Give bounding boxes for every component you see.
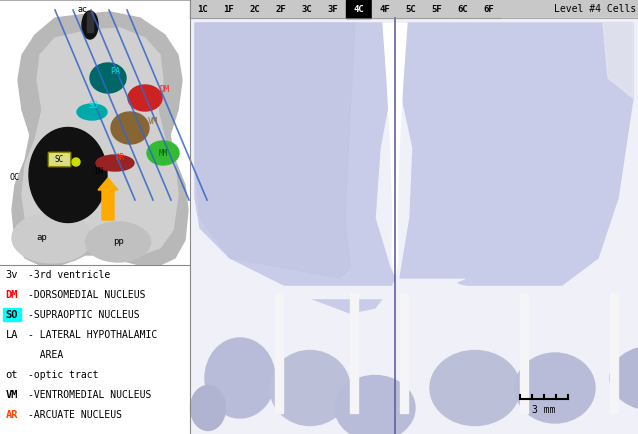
Ellipse shape — [90, 63, 126, 93]
Polygon shape — [195, 23, 355, 278]
Text: VM: VM — [148, 118, 158, 126]
Text: ot: ot — [6, 370, 19, 380]
Text: IN: IN — [93, 168, 103, 177]
Text: MM: MM — [158, 148, 168, 158]
Bar — [372, 0, 397, 18]
Text: 3 mm: 3 mm — [532, 405, 556, 415]
Text: SO: SO — [88, 101, 98, 109]
Bar — [398, 0, 423, 18]
Bar — [400, 293, 408, 413]
Ellipse shape — [191, 385, 225, 431]
Bar — [424, 0, 449, 18]
Bar — [610, 293, 618, 413]
Ellipse shape — [82, 11, 98, 39]
Text: 5C: 5C — [405, 4, 416, 13]
Bar — [190, 18, 638, 434]
Text: 3F: 3F — [327, 4, 338, 13]
Text: 4F: 4F — [379, 4, 390, 13]
Text: LA: LA — [6, 330, 19, 340]
Circle shape — [72, 158, 80, 166]
Bar — [346, 0, 371, 18]
Text: AR: AR — [115, 154, 124, 162]
Text: ac: ac — [77, 6, 87, 14]
Text: 2C: 2C — [249, 4, 260, 13]
Bar — [294, 0, 319, 18]
Text: AR: AR — [6, 410, 19, 420]
Text: 2F: 2F — [275, 4, 286, 13]
Ellipse shape — [610, 345, 638, 411]
Text: 1F: 1F — [223, 4, 234, 13]
FancyArrow shape — [98, 178, 118, 220]
Text: OC: OC — [9, 174, 19, 183]
Ellipse shape — [270, 351, 350, 425]
Ellipse shape — [96, 155, 134, 171]
Text: pp: pp — [113, 237, 123, 247]
Text: -3rd ventricle: -3rd ventricle — [28, 270, 110, 280]
Text: PA: PA — [110, 68, 120, 76]
Text: DM: DM — [6, 290, 19, 300]
Bar — [268, 0, 293, 18]
Text: 6C: 6C — [457, 4, 468, 13]
Text: 4C: 4C — [353, 4, 364, 13]
Text: -SUPRAOPTIC NUCLEUS: -SUPRAOPTIC NUCLEUS — [28, 310, 140, 320]
Bar — [48, 152, 70, 166]
Ellipse shape — [147, 141, 179, 165]
Text: 5F: 5F — [431, 4, 442, 13]
Ellipse shape — [29, 128, 107, 223]
Text: 3v: 3v — [6, 270, 19, 280]
Text: 3C: 3C — [301, 4, 312, 13]
Bar — [0, 0, 190, 265]
Text: -optic tract: -optic tract — [28, 370, 98, 380]
Bar — [87, 12, 93, 32]
Bar — [195, 286, 633, 298]
Text: - LATERAL HYPOTHALAMIC: - LATERAL HYPOTHALAMIC — [28, 330, 157, 340]
Polygon shape — [603, 23, 633, 98]
Text: -ARCUATE NUCLEUS: -ARCUATE NUCLEUS — [28, 410, 122, 420]
Ellipse shape — [205, 338, 275, 418]
Text: SC: SC — [54, 155, 64, 164]
Ellipse shape — [335, 375, 415, 434]
Polygon shape — [383, 23, 407, 273]
Bar — [190, 0, 215, 18]
Ellipse shape — [430, 351, 520, 425]
Bar — [350, 293, 358, 413]
Ellipse shape — [515, 353, 595, 423]
Bar — [450, 0, 475, 18]
Bar — [242, 0, 267, 18]
Text: AREA: AREA — [28, 350, 63, 360]
Bar — [476, 0, 501, 18]
Bar — [190, 0, 638, 18]
Text: -DORSOMEDIAL NUCLEUS: -DORSOMEDIAL NUCLEUS — [28, 290, 145, 300]
Ellipse shape — [128, 85, 162, 111]
Ellipse shape — [77, 104, 107, 120]
Text: 1C: 1C — [197, 4, 208, 13]
Text: DM: DM — [160, 85, 170, 95]
Text: -VENTROMEDIAL NUCLEUS: -VENTROMEDIAL NUCLEUS — [28, 390, 151, 400]
Bar — [216, 0, 241, 18]
Text: VM: VM — [6, 390, 19, 400]
Polygon shape — [22, 28, 178, 255]
Bar — [520, 293, 528, 413]
Text: 6F: 6F — [483, 4, 494, 13]
Ellipse shape — [85, 222, 151, 262]
Bar — [190, 18, 638, 434]
Bar — [48, 152, 70, 166]
Polygon shape — [195, 23, 395, 313]
Ellipse shape — [111, 112, 149, 144]
Text: Level #4 Cells: Level #4 Cells — [554, 4, 636, 14]
Bar — [320, 0, 345, 18]
Bar — [275, 293, 283, 413]
Text: ap: ap — [36, 233, 47, 243]
Polygon shape — [12, 12, 188, 265]
Bar — [3, 308, 21, 321]
Text: SO: SO — [6, 310, 19, 320]
Polygon shape — [397, 23, 633, 293]
Ellipse shape — [12, 213, 92, 263]
